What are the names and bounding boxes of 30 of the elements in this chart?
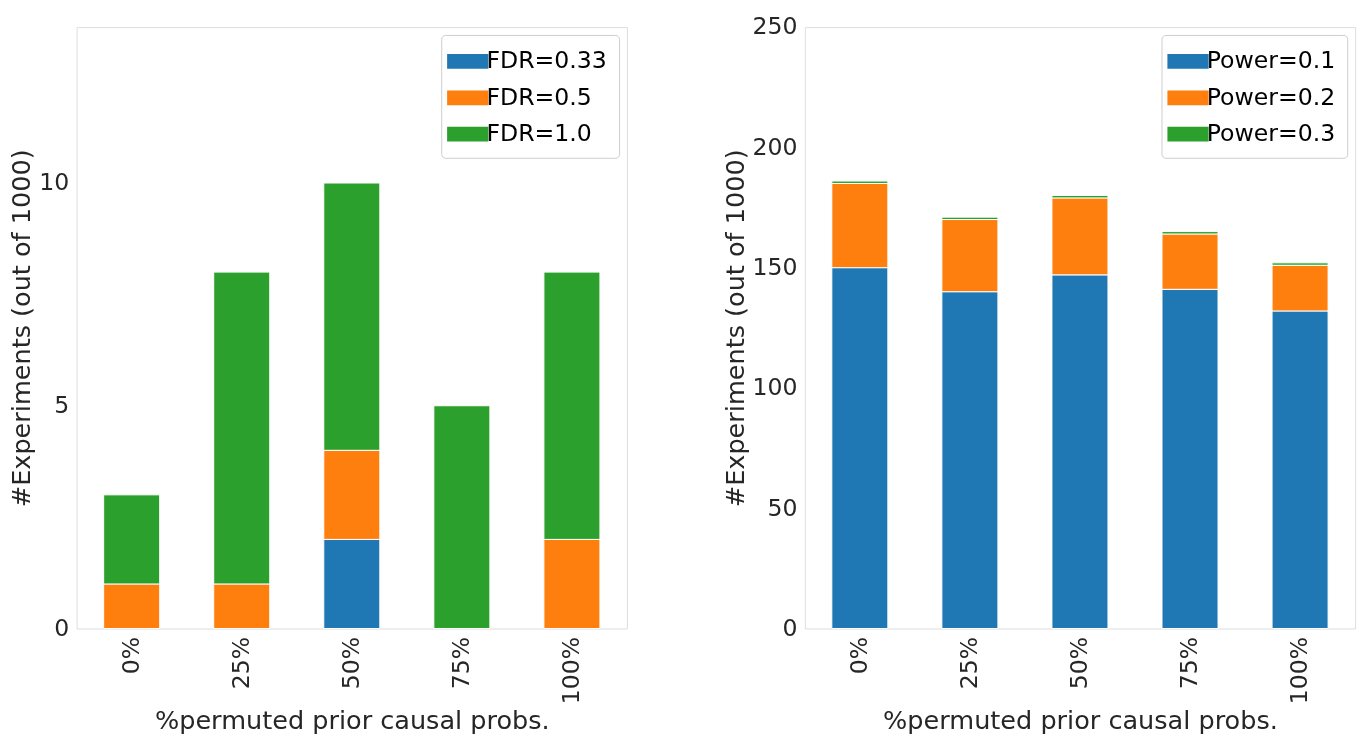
y-axis-title: #Experiments (out of 1000) bbox=[6, 149, 37, 508]
x-tick-label: 50% bbox=[1064, 636, 1093, 690]
legend-label: FDR=0.5 bbox=[486, 82, 592, 111]
x-axis-title: %permuted prior causal probs. bbox=[154, 704, 550, 735]
legend-label: Power=0.3 bbox=[1206, 119, 1336, 148]
y-tick-label: 50 bbox=[767, 493, 798, 522]
x-tick-label: 25% bbox=[954, 636, 983, 690]
x-tick-label: 50% bbox=[336, 636, 365, 690]
x-axis-title: %permuted prior causal probs. bbox=[883, 704, 1278, 735]
y-tick-label: 100 bbox=[752, 373, 798, 402]
x-tick-label: 100% bbox=[1284, 636, 1313, 705]
x-tick-label: 0% bbox=[844, 636, 873, 675]
x-tick-label: 75% bbox=[446, 636, 475, 690]
legend-label: Power=0.1 bbox=[1206, 46, 1336, 75]
legend-label: FDR=0.33 bbox=[486, 46, 607, 75]
y-tick-label: 200 bbox=[752, 132, 798, 161]
x-tick-label: 75% bbox=[1174, 636, 1203, 690]
y-tick-label: 5 bbox=[54, 391, 70, 420]
legend-label: FDR=1.0 bbox=[486, 119, 592, 148]
x-tick-label: 0% bbox=[116, 636, 145, 675]
y-tick-label: 250 bbox=[752, 12, 798, 41]
x-tick-label: 25% bbox=[226, 636, 255, 690]
y-tick-label: 0 bbox=[54, 613, 70, 642]
y-tick-label: 10 bbox=[39, 168, 70, 197]
bar bbox=[433, 405, 491, 629]
y-tick-label: 150 bbox=[752, 253, 798, 282]
y-tick-label: 0 bbox=[782, 613, 798, 642]
y-axis-title: #Experiments (out of 1000) bbox=[719, 149, 750, 508]
x-tick-label: 100% bbox=[556, 636, 585, 705]
legend-label: Power=0.2 bbox=[1206, 82, 1336, 111]
